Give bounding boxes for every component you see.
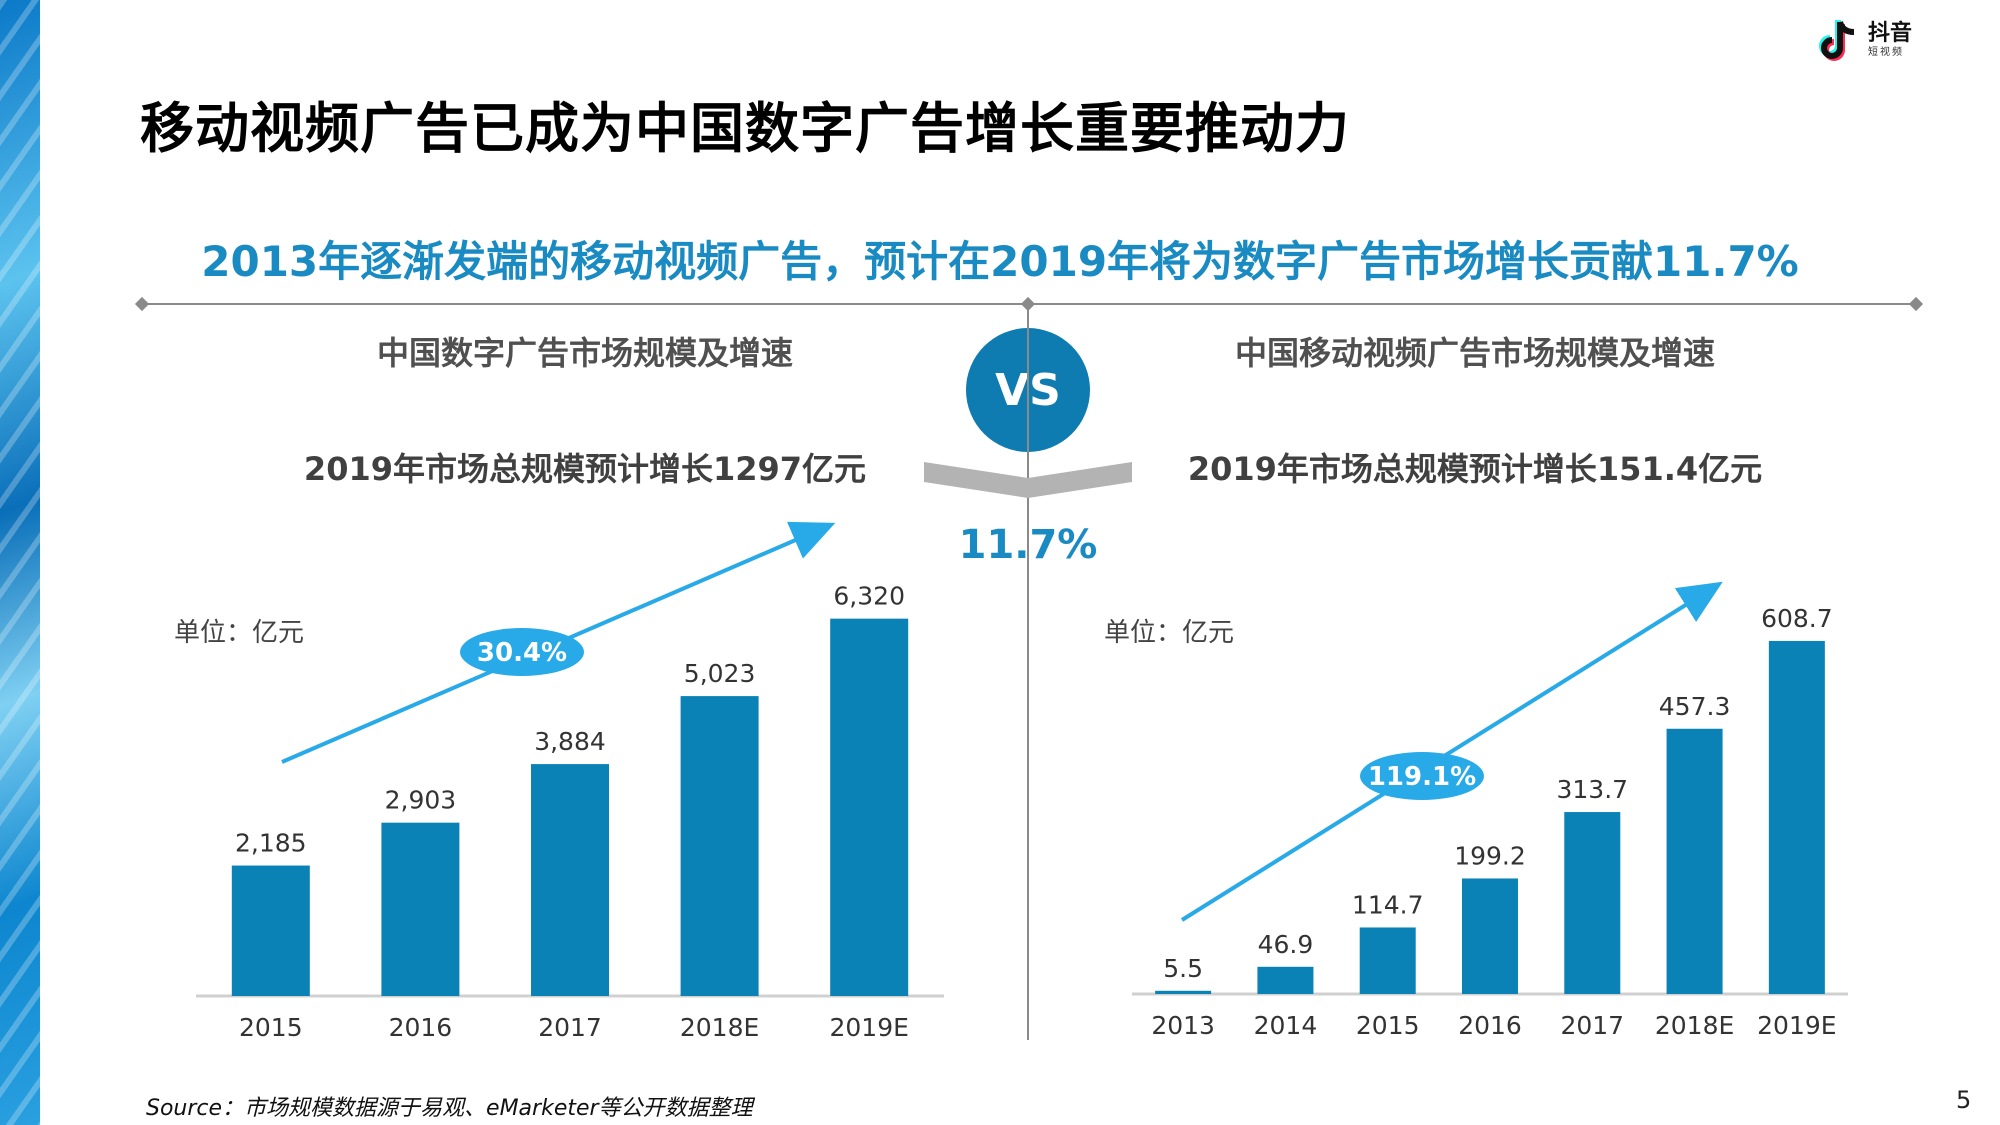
bar-2018E [680, 696, 759, 996]
logo-sub-text: 短视频 [1868, 46, 1904, 58]
page-title: 移动视频广告已成为中国数字广告增长重要推动力 [140, 97, 1350, 160]
share-chevron-banner [924, 462, 1132, 498]
left-growth-note: 2019年市场总规模预计增长1297亿元 [303, 450, 867, 488]
value-label-2016: 2,903 [385, 786, 457, 815]
bar-2014 [1257, 966, 1314, 994]
douyin-logo: 抖音 短视频 [1818, 16, 1912, 64]
value-label-2016: 199.2 [1454, 841, 1526, 870]
tick-label-2019E: 2019E [1757, 1011, 1836, 1040]
value-label-2018E: 457.3 [1659, 692, 1731, 721]
right-unit-label: 单位：亿元 [1104, 618, 1235, 648]
bar-2015 [231, 865, 310, 996]
tick-label-2018E: 2018E [680, 1013, 759, 1042]
bar-2016 [1462, 878, 1518, 994]
tick-label-2016: 2016 [389, 1013, 453, 1042]
left-chart-title: 中国数字广告市场规模及增速 [376, 334, 793, 372]
decorative-side-strip [0, 0, 40, 1125]
bar-2017 [531, 764, 609, 996]
value-label-2015: 2,185 [235, 829, 307, 858]
growth-rate-ellipse [460, 628, 584, 676]
logo-main-text: 抖音 [1868, 20, 1913, 46]
tick-label-2018E: 2018E [1655, 1011, 1734, 1040]
page-subtitle: 2013年逐渐发端的移动视频广告，预计在2019年将为数字广告市场增长贡献11.… [201, 237, 1799, 286]
growth-rate-label: 119.1% [1368, 762, 1476, 792]
bar-2019E [1768, 640, 1825, 994]
right-growth-note: 2019年市场总规模预计增长151.4亿元 [1187, 450, 1763, 488]
value-label-2019E: 608.7 [1761, 604, 1833, 633]
tick-label-2013: 2013 [1151, 1011, 1215, 1040]
value-label-2017: 3,884 [534, 727, 606, 756]
tick-label-2014: 2014 [1254, 1011, 1318, 1040]
right-bar-chart: 5.5 2013 46.9 2014 114.7 2015 199.2 2016 313.7 20… [1132, 581, 1848, 1040]
right-chart-title: 中国移动视频广告市场规模及增速 [1234, 334, 1715, 372]
music-note-icon [1819, 20, 1855, 61]
bar-2015 [1359, 927, 1416, 994]
value-label-2013: 5.5 [1163, 954, 1203, 983]
page-number: 5 [1956, 1086, 1972, 1114]
tick-label-2017: 2017 [1560, 1011, 1624, 1040]
bar-2013 [1155, 990, 1212, 994]
divider-diamond-left [134, 296, 150, 312]
source-note: Source：市场规模数据源于易观、eMarketer等公开数据整理 [146, 1096, 753, 1121]
growth-trend-arrow [1180, 581, 1723, 922]
bar-2016 [381, 822, 460, 996]
bar-2018E [1666, 728, 1723, 994]
divider-diamond-right [1908, 296, 1924, 312]
bar-2019E [830, 618, 909, 996]
growth-rate-label: 30.4% [477, 638, 567, 668]
value-label-2017: 313.7 [1556, 775, 1628, 804]
tick-label-2019E: 2019E [829, 1013, 908, 1042]
tick-label-2015: 2015 [1356, 1011, 1420, 1040]
value-label-2015: 114.7 [1352, 890, 1424, 919]
value-label-2018E: 5,023 [684, 659, 756, 688]
growth-rate-ellipse [1360, 752, 1484, 800]
value-label-2014: 46.9 [1258, 930, 1314, 959]
tick-label-2015: 2015 [239, 1013, 303, 1042]
left-bar-chart: 2,185 2015 2,903 2016 3,884 2017 5,023 2018E 6,3… [196, 521, 944, 1042]
bar-2017 [1564, 812, 1621, 994]
left-unit-label: 单位：亿元 [174, 618, 305, 648]
tick-label-2017: 2017 [538, 1013, 602, 1042]
value-label-2019E: 6,320 [833, 582, 905, 611]
tick-label-2016: 2016 [1458, 1011, 1522, 1040]
